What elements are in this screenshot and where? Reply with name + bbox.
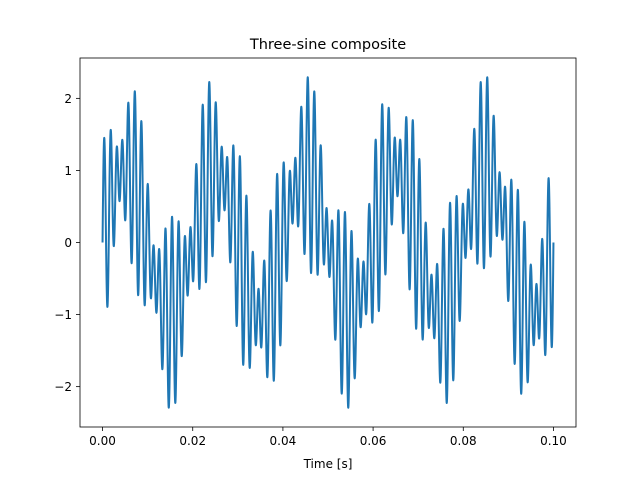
y-axis-ticks: −2 −1 0 1 2 (54, 92, 80, 394)
plot-frame (79, 57, 577, 428)
y-tick-label: −2 (54, 380, 72, 394)
y-tick-label: 1 (64, 164, 72, 178)
x-tick-label: 0.06 (360, 434, 387, 448)
x-tick-label: 0.10 (540, 434, 567, 448)
y-tick-label: 0 (64, 236, 72, 250)
series-line-0 (101, 76, 555, 409)
x-axis-label: Time [s] (303, 457, 353, 471)
y-tick-label: −1 (54, 308, 72, 322)
x-tick-label: 0.02 (179, 434, 206, 448)
x-tick-label: 0.04 (270, 434, 297, 448)
chart-title: Three-sine composite (249, 37, 406, 53)
y-tick-label: 2 (64, 92, 72, 106)
x-tick-label: 0.08 (450, 434, 477, 448)
x-axis-ticks: 0.00 0.02 0.04 0.06 0.08 0.10 (89, 427, 567, 448)
x-tick-label: 0.00 (89, 434, 116, 448)
